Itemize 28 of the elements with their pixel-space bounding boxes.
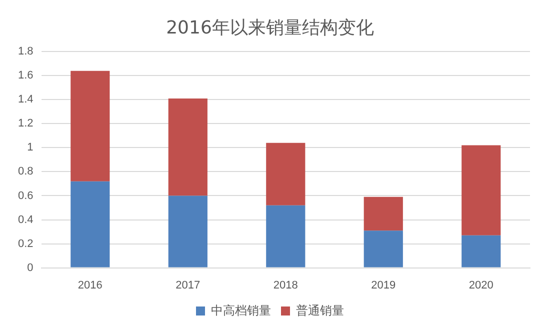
y-tick-label: 0 — [27, 262, 34, 274]
bar — [364, 230, 403, 268]
legend-label: 普通销量 — [296, 303, 344, 318]
y-tick-label: 1.4 — [18, 94, 34, 106]
legend-label: 中高档销量 — [211, 303, 271, 318]
x-tick-label: 2019 — [371, 279, 396, 292]
bar — [70, 181, 110, 268]
y-tick-label: 0.4 — [18, 214, 34, 226]
y-tick-label: 1 — [27, 142, 34, 154]
x-tick-label: 2018 — [273, 279, 298, 292]
y-tick-label: 0.6 — [18, 190, 34, 202]
y-tick-label: 0.8 — [18, 166, 34, 178]
bar — [364, 196, 403, 231]
x-tick-label: 2016 — [78, 279, 102, 292]
bar — [168, 196, 208, 268]
chart-title: 2016年以来销量结构变化 — [166, 17, 374, 38]
bar — [462, 145, 501, 236]
bar — [168, 98, 208, 196]
bar — [266, 142, 306, 206]
x-tick-label: 2020 — [468, 279, 494, 292]
y-tick-label: 1.6 — [18, 70, 34, 82]
x-tick-label: 2017 — [176, 279, 200, 292]
bar — [266, 205, 306, 268]
y-tick-label: 0.2 — [18, 238, 34, 250]
y-tick-label: 1.8 — [18, 46, 34, 58]
bar — [462, 235, 501, 268]
y-tick-label: 1.2 — [18, 118, 34, 130]
bar — [70, 70, 110, 182]
